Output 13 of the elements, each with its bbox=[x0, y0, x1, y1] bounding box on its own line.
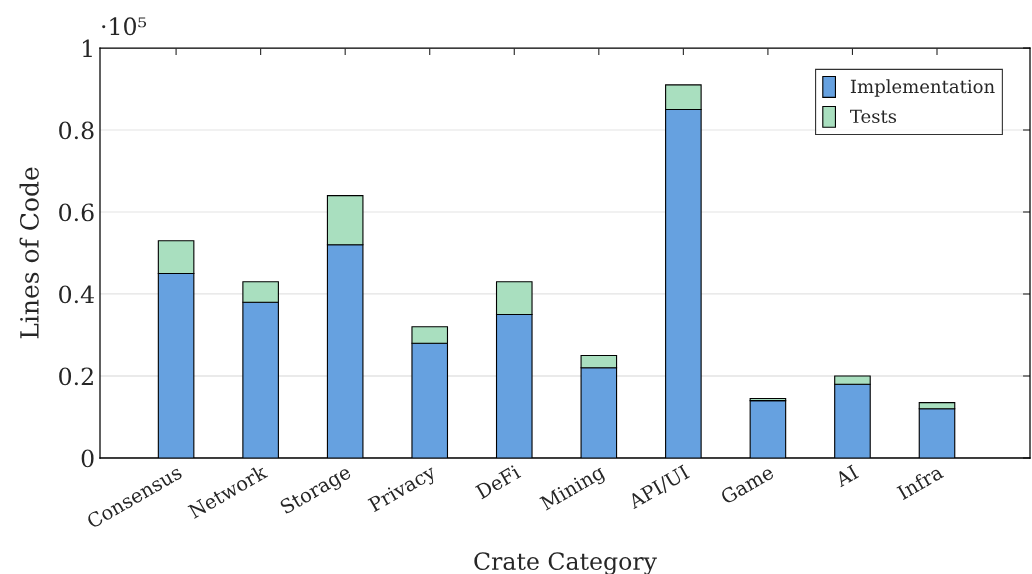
y-tick-label: 1 bbox=[83, 39, 92, 57]
y-tick-label: 0.8 bbox=[59, 121, 94, 140]
text: ·10⁵ bbox=[102, 17, 147, 36]
x-tick-label: Infra bbox=[896, 463, 945, 501]
legend-label: Implementation bbox=[850, 79, 995, 97]
y-tick-label: 0.2 bbox=[59, 367, 93, 386]
legend-label: Tests bbox=[850, 109, 897, 124]
y-tick-label: 0.4 bbox=[59, 285, 94, 304]
y-axis-title: Lines of Code bbox=[19, 167, 39, 339]
y-tick-label: 0.6 bbox=[59, 203, 94, 222]
x-axis-title: Crate Category bbox=[474, 552, 657, 574]
y-tick-label: 0 bbox=[81, 449, 94, 468]
x-tick-label: AI bbox=[833, 464, 859, 488]
